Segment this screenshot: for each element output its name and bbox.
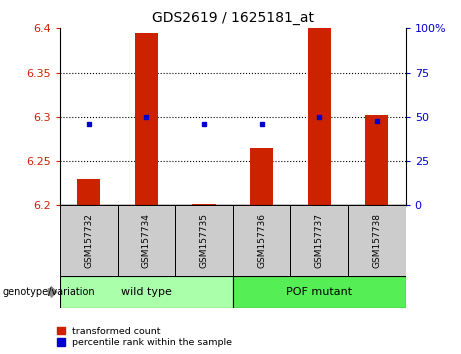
Bar: [308, 27, 331, 205]
Text: genotype/variation: genotype/variation: [2, 287, 95, 297]
Bar: [365, 115, 388, 205]
Bar: [118, 205, 175, 276]
Text: POF mutant: POF mutant: [286, 287, 352, 297]
Bar: [233, 276, 406, 308]
Bar: [77, 179, 100, 205]
Bar: [348, 205, 406, 276]
Legend: transformed count, percentile rank within the sample: transformed count, percentile rank withi…: [55, 325, 234, 349]
Text: GSM157737: GSM157737: [315, 213, 324, 268]
Text: GSM157735: GSM157735: [200, 213, 208, 268]
Bar: [193, 204, 216, 205]
Text: GSM157738: GSM157738: [372, 213, 381, 268]
Bar: [135, 33, 158, 205]
Text: GSM157732: GSM157732: [84, 213, 93, 268]
Bar: [60, 205, 118, 276]
Bar: [250, 148, 273, 205]
Bar: [233, 205, 290, 276]
Bar: [175, 205, 233, 276]
Title: GDS2619 / 1625181_at: GDS2619 / 1625181_at: [152, 11, 314, 24]
Bar: [290, 205, 348, 276]
Text: GSM157736: GSM157736: [257, 213, 266, 268]
Text: GSM157734: GSM157734: [142, 213, 151, 268]
Text: wild type: wild type: [121, 287, 172, 297]
Bar: [60, 276, 233, 308]
